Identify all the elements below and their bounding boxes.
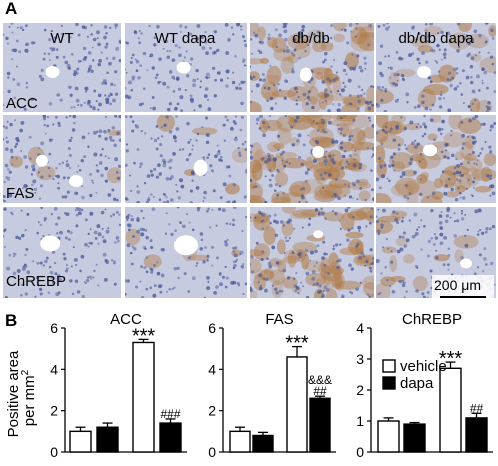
legend-swatch-vehicle — [382, 359, 396, 373]
row-label-chrebp: ChREBP — [6, 273, 67, 290]
y-axis-title-line1: Positive area — [5, 350, 22, 437]
micrograph-acc-0 — [3, 23, 121, 112]
micrograph-acc-2 — [250, 23, 374, 112]
bar-dapa — [403, 423, 426, 453]
bar-dapa — [309, 397, 331, 453]
significance-label: &&& — [308, 373, 332, 387]
column-label-dbdb-dapa: db/db dapa — [398, 30, 474, 47]
y-tick-label: 6 — [208, 320, 216, 336]
legend-swatch-dapa — [382, 376, 396, 390]
y-axis-title-line2: per mm — [21, 375, 38, 426]
bar-vehicle — [286, 356, 308, 453]
bar-dapa — [465, 417, 488, 453]
significance-label: ### — [160, 407, 180, 421]
bar-vehicle — [132, 341, 155, 453]
micrograph-acc-3 — [376, 23, 496, 112]
legend-label-vehicle: vehicle — [400, 358, 447, 375]
bar-vehicle — [69, 430, 92, 453]
bar-dapa — [96, 426, 119, 453]
y-tick-label: 2 — [208, 403, 216, 419]
y-tick-label: 0 — [50, 444, 58, 460]
micrograph-chrebp-1 — [125, 207, 247, 298]
bar-dapa — [252, 434, 274, 453]
significance-label: *** — [285, 333, 309, 355]
panel-b-letter: B — [5, 311, 18, 330]
y-tick-label: 2 — [356, 382, 364, 398]
y-tick-label: 3 — [356, 351, 364, 367]
row-label-fas: FAS — [6, 185, 35, 202]
y-tick-label: 4 — [208, 361, 216, 377]
micrograph-fas-2 — [250, 115, 374, 203]
scale-bar-label: 200 μm — [434, 277, 481, 293]
micrograph-fas-0 — [3, 115, 121, 203]
bar-dapa — [159, 422, 182, 453]
y-tick-label: 6 — [50, 320, 58, 336]
significance-label: *** — [132, 325, 156, 347]
bar-vehicle — [229, 430, 251, 453]
panel-a-letter: A — [5, 0, 18, 18]
y-tick-label: 0 — [208, 444, 216, 460]
column-label-wt: WT — [50, 30, 74, 47]
bar-vehicle — [377, 420, 400, 453]
bar-vehicle — [439, 367, 462, 453]
column-label-wt-dapa: WT dapa — [154, 30, 216, 47]
y-tick-label: 4 — [356, 320, 364, 336]
y-tick-label: 2 — [50, 403, 58, 419]
micrograph-chrebp-0 — [3, 207, 121, 298]
y-tick-label: 0 — [356, 444, 364, 460]
chart-title: ChREBP — [402, 311, 462, 328]
micrograph-fas-3 — [376, 115, 496, 203]
significance-label: ## — [470, 401, 484, 415]
legend-label-dapa: dapa — [400, 375, 434, 392]
y-tick-label: 1 — [356, 413, 364, 429]
micrograph-acc-1 — [125, 23, 247, 112]
micrograph-fas-1 — [125, 115, 247, 203]
chart-title: FAS — [265, 311, 293, 328]
y-axis-title-superscript: 2 — [20, 369, 31, 375]
micrograph-chrebp-2 — [250, 207, 374, 298]
column-label-dbdb: db/db — [292, 30, 330, 47]
significance-label: ## — [313, 384, 327, 398]
y-tick-label: 4 — [50, 361, 58, 377]
chart-title: ACC — [110, 311, 142, 328]
scale-bar — [440, 296, 486, 298]
significance-label: *** — [439, 348, 463, 370]
row-label-acc: ACC — [6, 95, 38, 112]
y-axis-title: Positive areaper mm2 — [5, 350, 38, 437]
